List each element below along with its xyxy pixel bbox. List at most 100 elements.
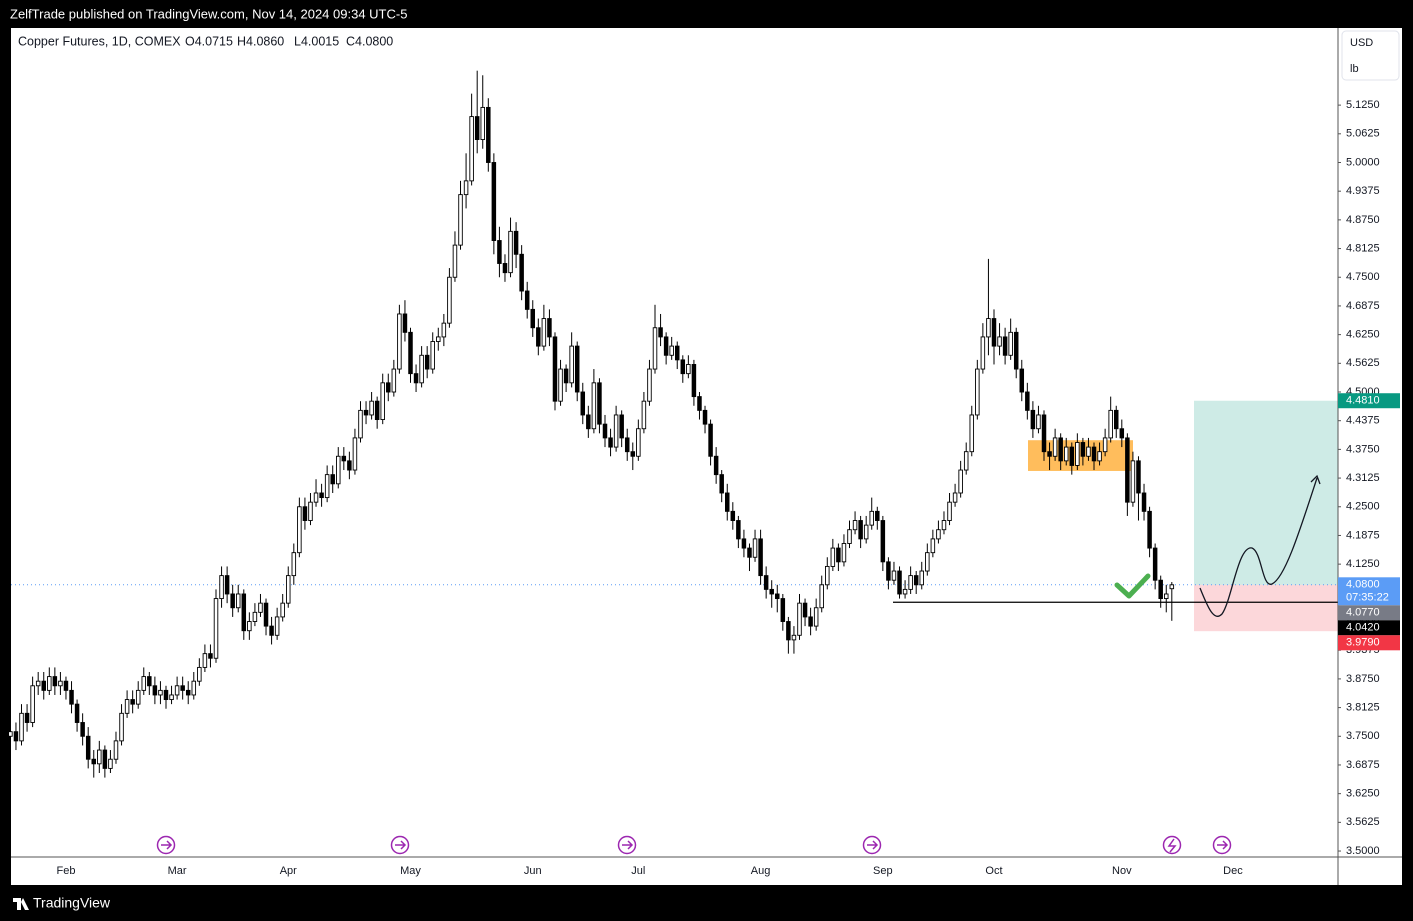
candle-body xyxy=(958,469,963,494)
candle-body xyxy=(341,455,347,462)
candle-body xyxy=(574,345,580,393)
candle-body xyxy=(719,474,724,494)
y-tick-label: 4.3125 xyxy=(1346,472,1380,484)
candle-body xyxy=(369,400,374,416)
candle-body xyxy=(1030,409,1036,430)
candle-body xyxy=(797,602,802,636)
candle-body xyxy=(886,561,891,581)
candle-body xyxy=(763,575,769,590)
candle-body xyxy=(152,685,158,696)
x-tick-label: Jun xyxy=(524,865,542,877)
currency[interactable]: USD xyxy=(1350,37,1373,49)
candle-body xyxy=(302,506,308,521)
candle-body xyxy=(308,501,313,521)
event-icon[interactable] xyxy=(1162,835,1182,855)
event-icon[interactable] xyxy=(617,835,637,855)
candle-body xyxy=(1091,446,1097,462)
candle-body xyxy=(35,680,41,687)
ohlc-close: C4.0800 xyxy=(346,34,393,48)
candle-body xyxy=(847,529,852,544)
event-icon[interactable] xyxy=(390,835,410,855)
candle-body xyxy=(563,368,569,384)
candle-body xyxy=(358,409,363,439)
candle-body xyxy=(463,180,469,196)
price-label: 4.0770 xyxy=(1346,607,1380,619)
y-tick-label: 4.9375 xyxy=(1346,185,1380,197)
candle-body xyxy=(474,116,480,140)
price-label-box xyxy=(1338,577,1400,606)
candle-body xyxy=(397,313,402,370)
chart-panel xyxy=(11,28,1402,885)
candle-body xyxy=(391,368,397,393)
candle-body xyxy=(486,106,491,163)
candle-body xyxy=(913,575,919,586)
candle-body xyxy=(736,520,741,540)
candle-body xyxy=(30,685,35,723)
event-icon[interactable] xyxy=(862,835,882,855)
candle-body xyxy=(519,253,524,292)
candle-body xyxy=(1136,460,1141,494)
candle-body xyxy=(263,602,269,627)
candle-body xyxy=(880,520,886,563)
candle-body xyxy=(869,510,874,526)
candle-body xyxy=(530,308,536,329)
candle-body xyxy=(769,588,774,595)
unit[interactable]: lb xyxy=(1350,63,1359,75)
y-tick-label: 5.0000 xyxy=(1346,156,1380,168)
candle-body xyxy=(536,327,541,347)
candle-body xyxy=(241,593,247,632)
stop-zone xyxy=(1194,584,1338,632)
candle-body xyxy=(1097,451,1102,462)
y-tick-label: 4.7500 xyxy=(1346,271,1380,283)
candle-body xyxy=(552,336,558,402)
candle-body xyxy=(336,455,341,485)
x-tick-label: Dec xyxy=(1223,865,1243,877)
candle-body xyxy=(663,336,669,356)
candle-body xyxy=(713,455,719,476)
candle-body xyxy=(386,382,391,393)
candle-body xyxy=(730,510,736,521)
event-icon[interactable] xyxy=(156,835,176,855)
candle-body xyxy=(430,341,435,370)
price-label-box xyxy=(1338,393,1400,409)
candle-body xyxy=(169,694,174,701)
candle-body xyxy=(13,731,19,742)
candle-body xyxy=(775,593,780,600)
x-tick-label: Feb xyxy=(56,865,75,877)
target-zone xyxy=(1194,400,1338,585)
candle-body xyxy=(858,520,863,540)
candle-body xyxy=(319,492,324,499)
candle-body xyxy=(936,529,941,540)
candle-body xyxy=(1102,437,1108,453)
candle-body xyxy=(891,570,897,581)
candle-body xyxy=(202,653,208,668)
x-tick-label: Sep xyxy=(873,865,893,877)
candle-body xyxy=(980,336,986,370)
ohlc-high: H4.0860 xyxy=(237,34,284,48)
candle-body xyxy=(652,327,658,370)
candle-body xyxy=(1164,593,1169,600)
candle-body xyxy=(97,749,102,765)
y-tick-label: 4.3750 xyxy=(1346,443,1380,455)
check-mark xyxy=(1114,573,1151,599)
y-tick-label: 3.5000 xyxy=(1346,845,1380,857)
candle-body xyxy=(875,510,880,521)
candle-body xyxy=(669,345,674,356)
candle-body xyxy=(286,575,291,604)
candle-body xyxy=(58,680,63,687)
event-icons xyxy=(156,835,1232,855)
candle-body xyxy=(63,680,69,691)
candle-body xyxy=(1108,409,1113,439)
event-icon[interactable] xyxy=(1212,835,1232,855)
candle-body xyxy=(963,451,969,471)
candle-body xyxy=(1041,414,1047,453)
candle-body xyxy=(269,625,274,636)
brand: TradingView xyxy=(33,895,111,911)
candle-body xyxy=(247,621,252,632)
candle-body xyxy=(1075,442,1080,466)
publisher: ZelfTrade published on TradingView.com, … xyxy=(10,6,407,21)
candle-body xyxy=(1019,368,1025,393)
unit-box[interactable] xyxy=(1341,30,1400,81)
candle-body xyxy=(208,653,213,659)
